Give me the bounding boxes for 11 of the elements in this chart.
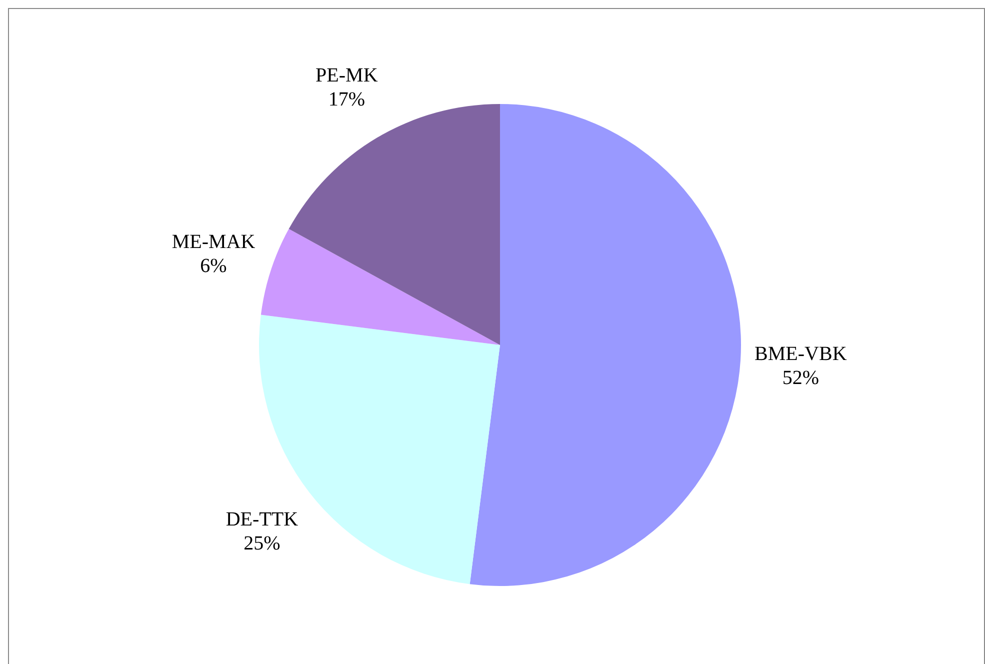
- pie-slice: [288, 104, 500, 345]
- slice-label: BME-VBK: [754, 342, 848, 365]
- slice-label: PE-MK: [316, 64, 378, 87]
- data-label: 6%: [200, 254, 227, 277]
- data-label: 17%: [328, 88, 365, 111]
- data-label: 52%: [782, 366, 819, 389]
- data-label: 25%: [244, 532, 280, 555]
- slice-label: DE-TTK: [226, 508, 299, 531]
- pie-slice: [470, 104, 741, 586]
- slice-label: ME-MAK: [172, 230, 256, 253]
- pie-slice: [260, 228, 500, 345]
